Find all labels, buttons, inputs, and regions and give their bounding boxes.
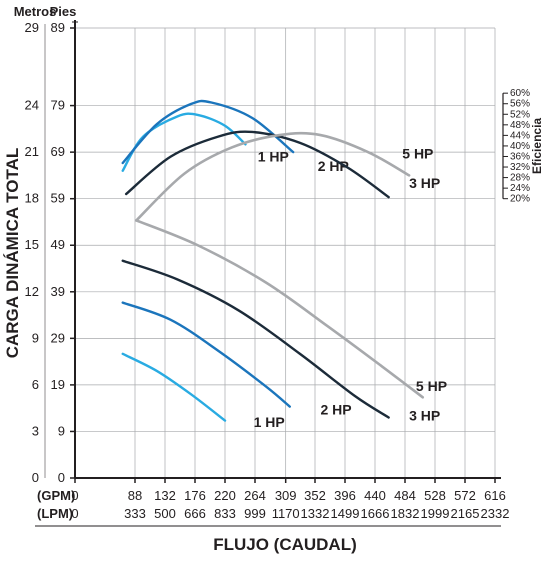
- eff-tick: 36%: [510, 151, 530, 162]
- xtick-gpm: 309: [275, 488, 297, 503]
- xtick-gpm: 264: [244, 488, 266, 503]
- ytick-m: 21: [25, 144, 39, 159]
- eff-tick: 20%: [510, 194, 530, 205]
- y-header-pies: Pies: [50, 4, 77, 19]
- xtick-lpm: 2332: [481, 506, 510, 521]
- ytick-ft: 79: [51, 98, 65, 113]
- curve-label-3HP-bot: 3 HP: [409, 408, 440, 424]
- xtick-lpm: 1332: [301, 506, 330, 521]
- ytick-m: 9: [32, 330, 39, 345]
- chart-svg: 0039619929123915491859216924792989Metros…: [0, 0, 558, 581]
- xtick-lpm: 666: [184, 506, 206, 521]
- ytick-ft: 39: [51, 284, 65, 299]
- ytick-m: 15: [25, 237, 39, 252]
- xtick-lpm: 1999: [421, 506, 450, 521]
- ytick-m: 0: [32, 470, 39, 485]
- xtick-gpm: 484: [394, 488, 416, 503]
- xtick-gpm: 220: [214, 488, 236, 503]
- xtick-gpm: 132: [154, 488, 176, 503]
- xtick-gpm: 616: [484, 488, 506, 503]
- xtick-lpm: 833: [214, 506, 236, 521]
- xtick-lpm: 333: [124, 506, 146, 521]
- xtick-gpm: 176: [184, 488, 206, 503]
- eff-tick: 44%: [510, 130, 530, 141]
- curve-label-1HP-bot: 1 HP: [254, 414, 285, 430]
- xtick-gpm: 572: [454, 488, 476, 503]
- ytick-m: 6: [32, 377, 39, 392]
- ytick-ft: 69: [51, 144, 65, 159]
- ytick-m: 3: [32, 423, 39, 438]
- ytick-ft: 49: [51, 237, 65, 252]
- eff-tick: 32%: [510, 162, 530, 173]
- xtick-lpm: 1832: [391, 506, 420, 521]
- xtick-lpm: 1666: [361, 506, 390, 521]
- xtick-lpm: 1170: [272, 506, 300, 521]
- curve-label-5HP-bot: 5 HP: [416, 378, 447, 394]
- ytick-ft: 19: [51, 377, 65, 392]
- curve-label-3HP-top: 3 HP: [409, 175, 440, 191]
- xtick-lpm: 2165: [451, 506, 480, 521]
- curve-label-1HP-top: 1 HP: [258, 148, 289, 164]
- y-axis-title: CARGA DINÁMICA TOTAL: [3, 148, 22, 359]
- ytick-ft: 29: [51, 330, 65, 345]
- xtick-gpm: 440: [364, 488, 386, 503]
- curve-label-2HP-bot: 2 HP: [320, 401, 351, 417]
- pump-curve-chart: { "type": "line", "title_y": "CARGA DINÁ…: [0, 0, 558, 581]
- eff-tick: 56%: [510, 99, 530, 110]
- x-row-lpm: (LPM): [37, 506, 73, 521]
- curve-label-5HP-top: 5 HP: [402, 145, 433, 161]
- ytick-m: 29: [25, 20, 39, 35]
- x-axis-title: FLUJO (CAUDAL): [213, 535, 357, 554]
- eff-tick: 24%: [510, 183, 530, 194]
- eff-tick: 48%: [510, 120, 530, 131]
- eff-tick: 28%: [510, 173, 530, 184]
- xtick-gpm: 352: [304, 488, 326, 503]
- eff-title: Eficiencia: [530, 118, 544, 174]
- x-row-gpm: (GPM): [37, 488, 75, 503]
- ytick-m: 12: [25, 284, 39, 299]
- xtick-lpm: 500: [154, 506, 176, 521]
- ytick-m: 24: [25, 98, 39, 113]
- ytick-ft: 0: [58, 470, 65, 485]
- xtick-gpm: 528: [424, 488, 446, 503]
- ytick-ft: 59: [51, 191, 65, 206]
- ytick-m: 18: [25, 191, 39, 206]
- eff-tick: 40%: [510, 141, 530, 152]
- xtick-lpm: 1499: [331, 506, 360, 521]
- xtick-lpm: 999: [244, 506, 266, 521]
- ytick-ft: 89: [51, 20, 65, 35]
- eff-tick: 52%: [510, 109, 530, 120]
- eff-tick: 60%: [510, 88, 530, 99]
- xtick-gpm: 88: [128, 488, 142, 503]
- ytick-ft: 9: [58, 423, 65, 438]
- xtick-gpm: 396: [334, 488, 356, 503]
